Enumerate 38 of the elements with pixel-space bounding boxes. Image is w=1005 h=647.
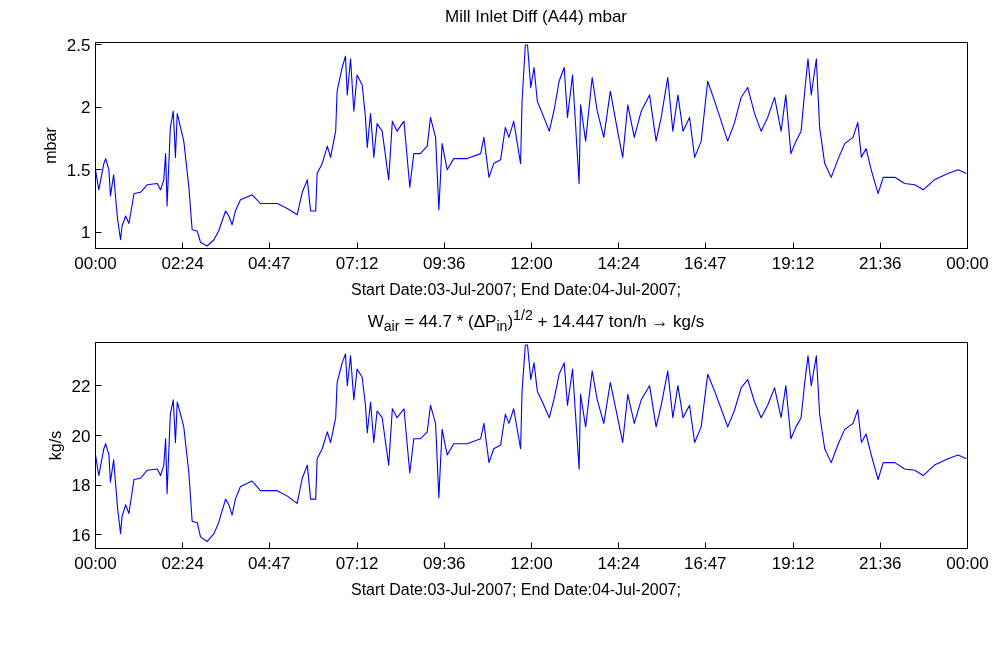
x-tick-label: 02:24 bbox=[161, 253, 204, 273]
x-tick-label: 14:24 bbox=[597, 253, 640, 273]
chart-title: W$_{air}$ = 44.7 * (ΔP$_{in}$)$^{1/2}$ + 14.447 ton/h → kg/s bbox=[366, 306, 706, 337]
y-axis-title: mbar bbox=[41, 126, 59, 164]
y-tick-label: 16 bbox=[71, 525, 91, 545]
x-tick-label: 04:47 bbox=[248, 253, 291, 273]
x-tick-label: 00:00 bbox=[74, 553, 117, 573]
x-tick-label: 21:36 bbox=[859, 253, 902, 273]
x-tick-label: 07:12 bbox=[335, 553, 379, 573]
x-tick-label: 07:12 bbox=[335, 253, 379, 273]
x-tick-label: 16:47 bbox=[684, 253, 727, 273]
x-tick-label: 02:24 bbox=[161, 553, 204, 573]
x-tick-label: 00:00 bbox=[946, 553, 989, 573]
x-axis-title: Start Date:03-Jul-2007; End Date:04-Jul-2007; bbox=[350, 580, 681, 598]
x-tick-label: 09:36 bbox=[423, 253, 466, 273]
x-tick-label: 14:24 bbox=[597, 553, 640, 573]
line-series bbox=[95, 344, 967, 543]
y-tick-label: 2 bbox=[81, 98, 91, 118]
x-tick-label: 16:47 bbox=[684, 553, 727, 573]
x-tick-label: 09:36 bbox=[423, 553, 466, 573]
line-series bbox=[95, 44, 967, 247]
x-axis-title: Start Date:03-Jul-2007; End Date:04-Jul-2007; bbox=[350, 280, 681, 298]
y-tick-label: 20 bbox=[71, 426, 91, 446]
x-tick-label: 04:47 bbox=[248, 553, 291, 573]
y-tick-label: 1.5 bbox=[66, 160, 91, 180]
x-tick-label: 00:00 bbox=[74, 253, 117, 273]
x-tick-label: 21:36 bbox=[859, 553, 902, 573]
y-tick-label: 22 bbox=[71, 376, 91, 396]
x-tick-label: 12:00 bbox=[510, 253, 553, 273]
x-tick-label: 19:12 bbox=[771, 253, 815, 273]
x-tick-label: 12:00 bbox=[510, 553, 553, 573]
chart-title: Mill Inlet Diff (A44) mbar bbox=[444, 6, 628, 28]
y-axis-title: kg/s bbox=[46, 430, 64, 461]
y-tick-label: 2.5 bbox=[66, 36, 91, 55]
x-tick-label: 19:12 bbox=[771, 553, 815, 573]
y-tick-label: 18 bbox=[71, 476, 91, 496]
x-tick-label: 00:00 bbox=[946, 253, 989, 273]
y-tick-label: 1 bbox=[81, 223, 91, 243]
